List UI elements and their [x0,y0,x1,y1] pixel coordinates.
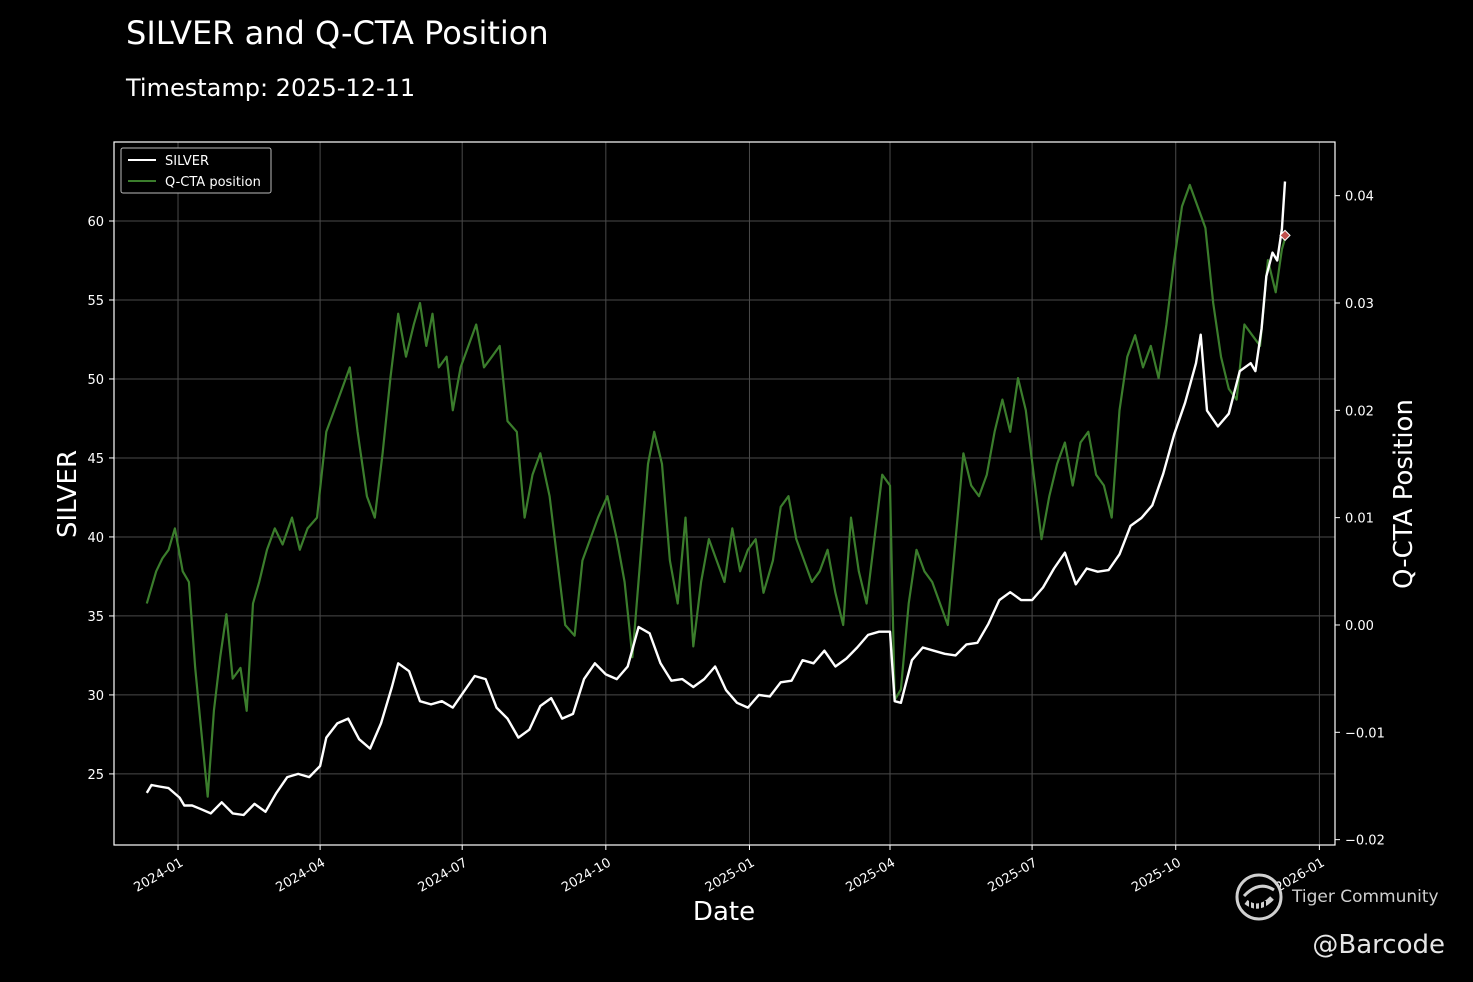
y-tick-label: 50 [87,373,104,388]
y-axis-right: −0.02 −0.01 0.00 0.01 0.02 0.03 0.04 [1335,190,1385,849]
y-axis-label: SILVER [53,450,83,538]
y-tick-label: 55 [87,294,104,309]
chart-title: SILVER and Q-CTA Position [126,14,549,52]
y2-axis-label: Q-CTA Position [1389,399,1419,589]
y-tick-label: 25 [87,768,104,783]
chart-subtitle: Timestamp: 2025-12-11 [126,74,416,102]
x-tick-label: 2025-04 [843,855,898,895]
y-tick-label: 35 [87,610,104,625]
x-tick-label: 2025-01 [703,855,758,895]
y-axis-left: 25 30 35 40 45 50 55 60 [87,215,114,783]
watermark-brand: Tiger Community [1292,887,1439,907]
watermark: Tiger Community [1234,872,1439,922]
y-tick-label: 30 [87,689,104,704]
x-axis: 2024-01 2024-04 2024-07 2024-10 2025-01 2025-… [131,845,1327,896]
x-tick-label: 2024-10 [559,855,614,895]
series-line-cta [145,183,1287,798]
x-tick-label: 2025-07 [986,855,1041,895]
x-tick-label: 2024-01 [131,855,186,895]
series-layer [145,181,1291,817]
y2-tick-label: 0.02 [1345,404,1374,419]
y2-tick-label: −0.02 [1345,834,1385,849]
x-tick-label: 2025-10 [1129,855,1184,895]
tiger-logo-icon [1235,873,1283,921]
y-tick-label: 40 [87,531,104,546]
y2-tick-label: 0.04 [1345,190,1374,205]
y2-tick-label: 0.01 [1345,512,1374,527]
x-tick-label: 2024-04 [274,855,329,895]
legend-label-cta: Q-CTA position [165,175,261,190]
y-tick-label: 60 [87,215,104,230]
watermark-handle: @Barcode [1312,930,1445,960]
y2-tick-label: −0.01 [1345,726,1385,741]
x-tick-label: 2024-07 [416,855,471,895]
x-axis-label: Date [693,897,755,927]
y2-tick-label: 0.00 [1345,619,1374,634]
legend-box [120,147,272,194]
y2-tick-label: 0.03 [1345,297,1374,312]
legend-label-silver: SILVER [165,154,209,169]
latest-position-marker [1279,229,1291,242]
series-line-silver [145,181,1287,817]
plot-frame [113,141,1336,846]
y-tick-label: 45 [87,452,104,467]
grid-lines [114,142,1335,845]
legend: SILVER Q-CTA position [120,147,272,194]
